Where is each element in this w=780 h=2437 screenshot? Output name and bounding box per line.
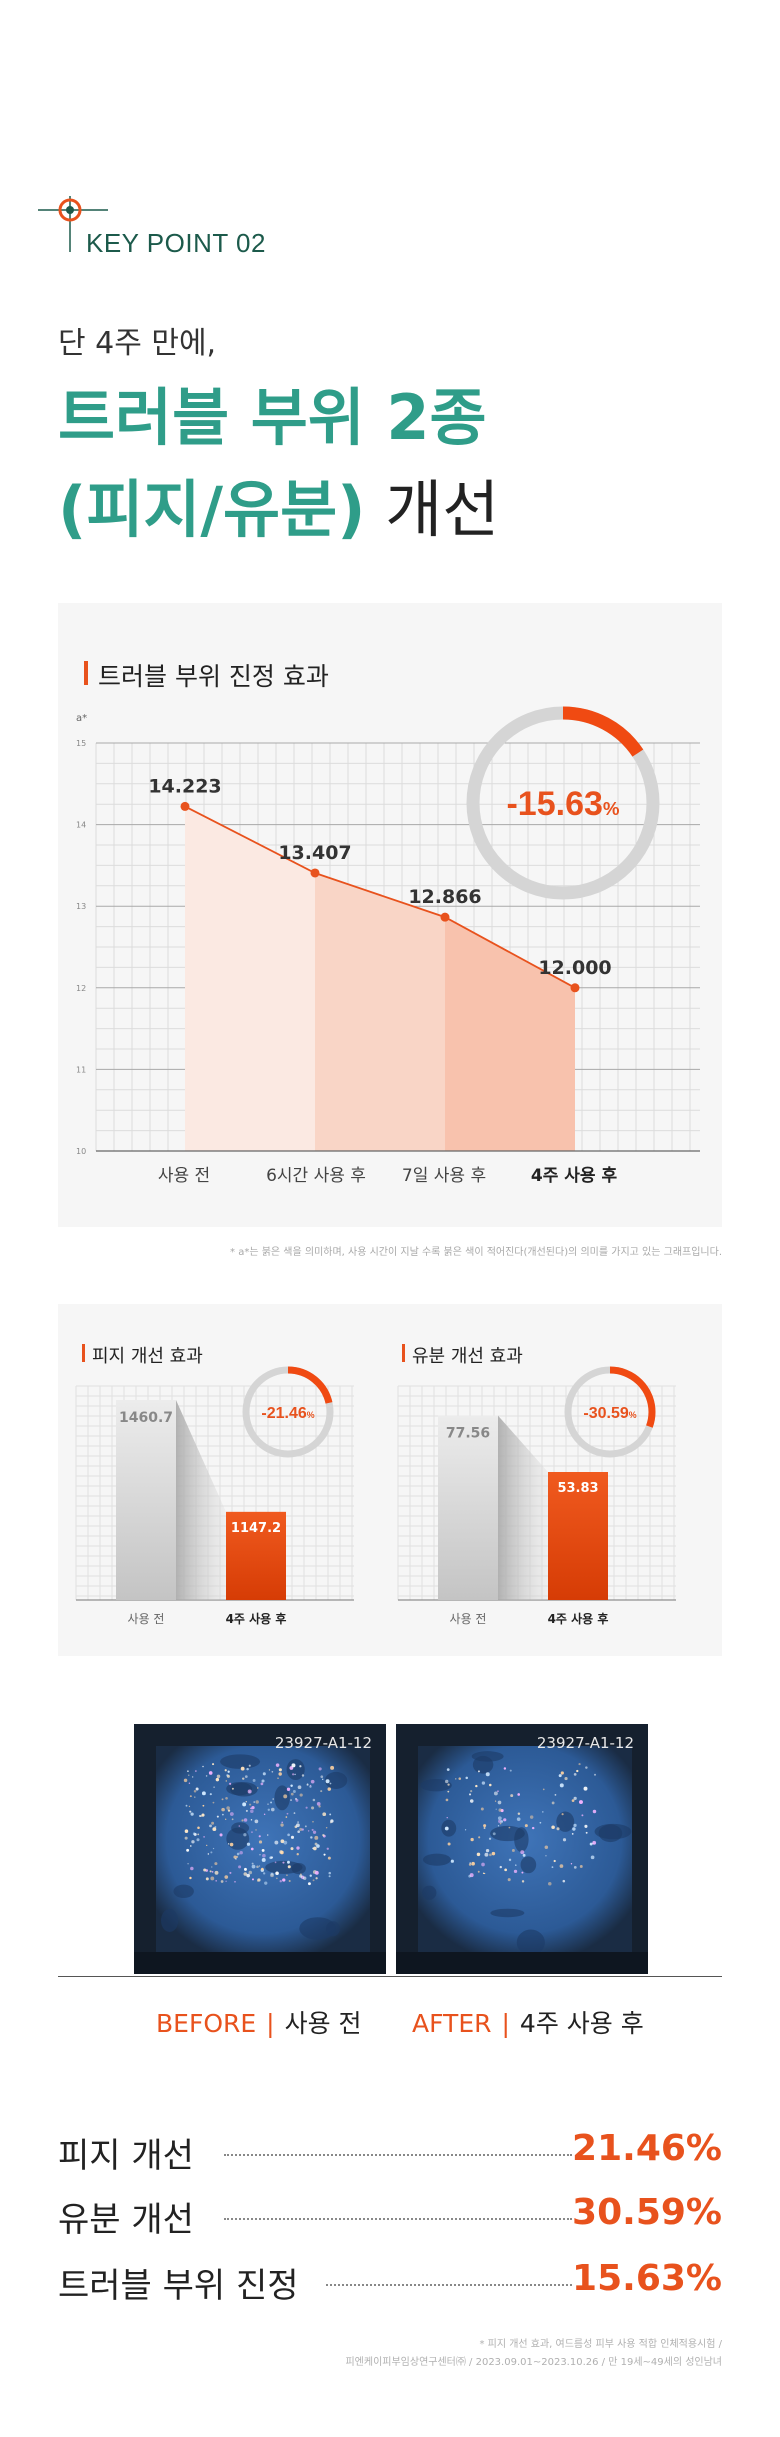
- summary-value: 15.63%: [572, 2258, 722, 2299]
- sebum-chart-percent-label: -21.46%: [261, 1405, 314, 1422]
- after-caption-text: 4주 사용 후: [519, 2009, 644, 2038]
- main-chart-value-label: 13.407: [278, 842, 351, 864]
- before-photo: 23927-A1-12: [134, 1724, 386, 1974]
- headline-suffix: 개선: [365, 473, 500, 546]
- oil-chart-bar-after: [548, 1472, 608, 1600]
- main-chart-ring-progress: [466, 706, 660, 900]
- summary-label: 피지 개선: [58, 2128, 194, 2177]
- oil-chart-title: 유분 개선 효과: [402, 1342, 523, 1368]
- main-chart-point: [310, 868, 320, 878]
- main-chart-y-tick: 13: [76, 902, 86, 911]
- summary-row-oil: 유분 개선 30.59%: [58, 2192, 722, 2242]
- main-chart-line: [184, 805, 576, 989]
- footnote-line1: * 피지 개선 효과, 여드름성 피부 사용 적합 인체적용시험 /: [479, 2339, 722, 2350]
- main-chart-y-tick: 11: [76, 1065, 86, 1074]
- sub-charts-panel: 피지 개선 효과 유분 개선 효과 1460.7 1147.2 사용 전 4주 사용 …: [58, 1304, 722, 1656]
- before-skin-image: [134, 1724, 386, 1974]
- main-chart-y-tick: 10: [76, 1147, 86, 1156]
- intro-text: 단 4주 만에,: [58, 326, 217, 361]
- summary-leader: [224, 2154, 572, 2156]
- headline-line2: (피지/유분) 개선: [58, 464, 499, 556]
- oil-chart-percent-label: -30.59%: [583, 1405, 636, 1422]
- summary-label: 트러블 부위 진정: [58, 2258, 299, 2307]
- after-separator: |: [501, 2009, 510, 2038]
- after-photo: 23927-A1-12: [396, 1724, 648, 1974]
- footnote-line2: 피엔케이피부임상연구센터㈜ / 2023.09.01~2023.10.26 / …: [345, 2357, 722, 2368]
- headline-line1: 트러블 부위 2종: [58, 381, 487, 454]
- sebum-chart-value-after: 1147.2: [231, 1521, 281, 1536]
- after-photo-code: 23927-A1-12: [536, 1734, 634, 1752]
- summary-value: 30.59%: [572, 2192, 722, 2233]
- summary-label: 유분 개선: [58, 2192, 194, 2241]
- sebum-chart-ring-progress: [242, 1366, 334, 1458]
- summary-row-trouble: 트러블 부위 진정 15.63%: [58, 2258, 722, 2308]
- sebum-chart-x-tick: 사용 전: [128, 1612, 165, 1626]
- key-point-crosshair-icon: [38, 186, 128, 286]
- main-chart-point: [440, 912, 450, 922]
- sebum-chart-bar-before: [116, 1400, 176, 1600]
- main-chart-x-tick: 사용 전: [158, 1166, 210, 1186]
- after-tag: AFTER: [412, 2009, 492, 2038]
- oil-chart-bar-shadow: [498, 1415, 548, 1600]
- before-caption: BEFORE | 사용 전: [156, 2004, 362, 2040]
- headline-paren: (피지/유분): [58, 473, 366, 546]
- main-chart-area-segment: [185, 806, 315, 1151]
- before-caption-text: 사용 전: [284, 2009, 362, 2038]
- main-chart-x-tick: 7일 사용 후: [402, 1166, 486, 1186]
- main-chart-area-segment: [445, 917, 575, 1151]
- main-chart-title: 트러블 부위 진정 효과: [84, 657, 329, 693]
- main-chart-y-tick: 15: [76, 739, 86, 748]
- summary-value: 21.46%: [572, 2128, 722, 2169]
- oil-chart-value-before: 77.56: [446, 1426, 490, 1442]
- main-chart-percent-label: -15.63%: [506, 785, 619, 823]
- oil-bar-chart: 77.56 53.83 사용 전 4주 사용 후 -30.59%: [397, 1366, 676, 1626]
- after-caption: AFTER | 4주 사용 후: [412, 2004, 644, 2040]
- before-separator: |: [266, 2009, 275, 2038]
- summary-row-sebum: 피지 개선 21.46%: [58, 2128, 722, 2178]
- oil-chart-value-after: 53.83: [557, 1481, 598, 1496]
- sebum-chart-value-before: 1460.7: [119, 1410, 173, 1426]
- main-chart-point: [180, 801, 190, 811]
- after-skin-image: [396, 1724, 648, 1974]
- main-chart-x-tick: 4주 사용 후: [531, 1165, 618, 1186]
- oil-chart-bar-before: [438, 1415, 498, 1600]
- oil-chart-x-tick: 4주 사용 후: [548, 1611, 609, 1626]
- main-chart-y-tick: 12: [76, 984, 86, 993]
- footnote: * 피지 개선 효과, 여드름성 피부 사용 적합 인체적용시험 / 피엔케이피…: [345, 2336, 722, 2372]
- oil-chart-ring-progress: [564, 1366, 656, 1458]
- photo-divider: [58, 1976, 722, 1977]
- main-chart-value-label: 12.000: [538, 957, 611, 979]
- main-line-chart: a* 10 11 12 13 14 15 14.223 13.407 12.866 12.000 사용…: [76, 706, 700, 1186]
- main-chart-value-label: 14.223: [148, 775, 221, 797]
- main-chart-x-tick: 6시간 사용 후: [266, 1166, 366, 1186]
- sebum-chart-bar-shadow: [176, 1400, 226, 1600]
- before-photo-code: 23927-A1-12: [274, 1734, 372, 1752]
- main-chart-area-segment: [315, 872, 445, 1151]
- sebum-bar-chart: 1460.7 1147.2 사용 전 4주 사용 후 -21.46%: [75, 1366, 354, 1626]
- summary-leader: [224, 2218, 572, 2220]
- main-chart-note: * a*는 붉은 색을 의미하며, 사용 시간이 지날 수록 붉은 색이 적어진…: [230, 1247, 722, 1258]
- oil-chart-x-tick: 사용 전: [450, 1612, 487, 1626]
- sebum-chart-x-tick: 4주 사용 후: [226, 1611, 287, 1626]
- sebum-chart-title: 피지 개선 효과: [82, 1342, 203, 1368]
- key-point-label: KEY POINT 02: [86, 228, 266, 258]
- main-chart-y-tick: 14: [76, 821, 86, 830]
- summary-leader: [326, 2284, 572, 2286]
- main-chart-panel: 트러블 부위 진정 효과 a* 10 11 12 13 14 15 14.223 13.407 1…: [58, 603, 722, 1227]
- main-chart-point: [570, 983, 580, 993]
- headline: 트러블 부위 2종 (피지/유분) 개선: [58, 372, 499, 556]
- main-chart-y-axis-label: a*: [76, 713, 87, 724]
- main-chart-value-label: 12.866: [408, 886, 481, 908]
- before-tag: BEFORE: [156, 2009, 257, 2038]
- sebum-chart-bar-after: [226, 1511, 286, 1600]
